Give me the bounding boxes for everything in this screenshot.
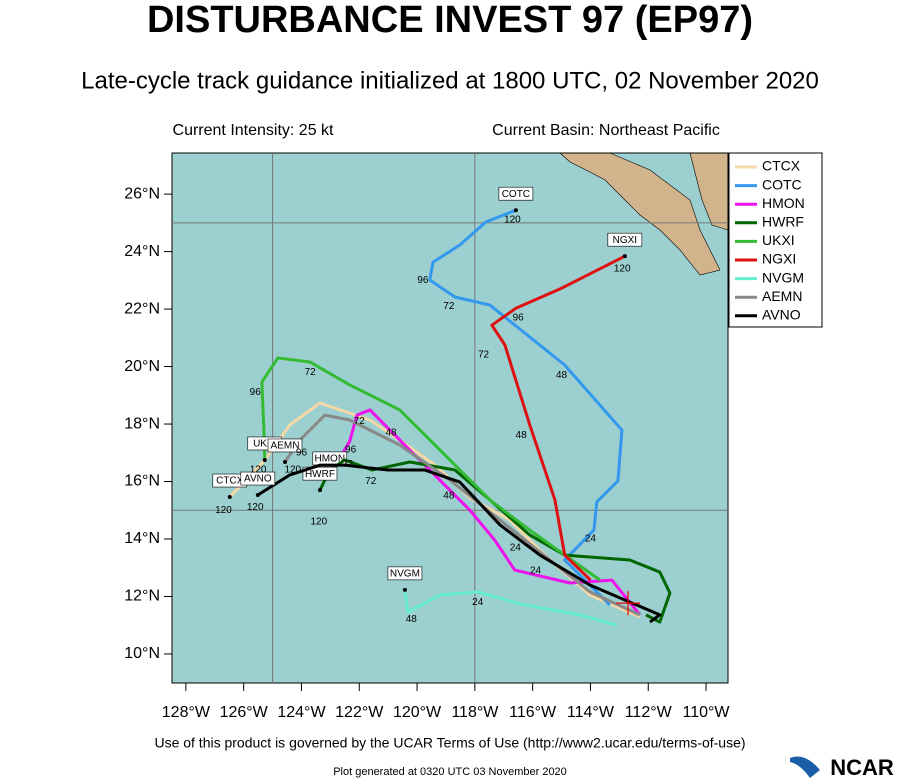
forecast-hour-label: 72 <box>478 350 490 361</box>
track-end-point <box>317 488 322 493</box>
track-label: COTC <box>502 189 530 200</box>
track-end-point <box>622 254 627 259</box>
track-line <box>403 589 618 627</box>
x-tick-label: 112°W <box>625 704 673 721</box>
track-label-box <box>302 466 338 481</box>
y-tick-label: 26°N <box>124 185 160 202</box>
legend-label: HWRF <box>762 214 804 230</box>
x-tick-label: 120°W <box>393 704 442 721</box>
forecast-hour-label: 120 <box>215 505 232 516</box>
logo-swoosh <box>790 756 820 778</box>
y-tick-label: 20°N <box>124 358 160 375</box>
x-tick-label: 118°W <box>451 704 499 721</box>
track-end-point <box>262 457 267 462</box>
x-tick-label: 114°W <box>567 704 615 721</box>
forecast-hour-label: 24 <box>530 565 542 576</box>
subtitle: Late-cycle track guidance initialized at… <box>81 67 819 94</box>
track-label: HWRF <box>305 469 335 480</box>
y-tick-label: 18°N <box>124 415 160 432</box>
forecast-hour-label: 72 <box>342 459 354 470</box>
track-label: AVNO <box>244 474 272 485</box>
forecast-hour-label: 120 <box>504 215 521 226</box>
y-tick-label: 22°N <box>124 300 160 317</box>
current-basin: Current Basin: Northeast Pacific <box>492 122 720 139</box>
forecast-hour-label: 24 <box>472 597 484 608</box>
track-end-point <box>255 493 260 498</box>
track-line <box>257 463 662 624</box>
forecast-hour-label: 48 <box>385 427 397 438</box>
track-label: NGXI <box>613 235 637 246</box>
forecast-hour-label: 48 <box>516 430 528 441</box>
legend-label: AEMN <box>762 288 802 304</box>
x-tick-label: 124°W <box>277 704 326 721</box>
track-line <box>283 413 641 617</box>
track-label: AEMN <box>271 441 300 452</box>
x-tick-label: 116°W <box>509 704 557 721</box>
track-label: NVGM <box>390 569 420 580</box>
plot-area: CTCXCOTCHMONHWRFUKXINGXINVGMAEMNAVNO1209… <box>172 153 728 683</box>
forecast-hour-label: 120 <box>310 516 327 527</box>
forecast-hour-label: 48 <box>556 370 568 381</box>
track-line <box>318 458 672 624</box>
baja-california <box>559 152 721 276</box>
y-tick-label: 16°N <box>124 473 160 490</box>
track-label: HMON <box>315 454 346 465</box>
track-end-point <box>513 208 518 213</box>
y-tick-label: 10°N <box>124 645 160 662</box>
y-tick-label: 24°N <box>124 243 160 260</box>
legend-label: NVGM <box>762 269 804 285</box>
track-label-box <box>387 566 423 581</box>
legend-label: NGXI <box>762 251 796 267</box>
generated-time: Plot generated at 0320 UTC 03 November 2… <box>333 766 567 778</box>
track-end-point <box>402 587 407 592</box>
track-label-box <box>498 186 534 201</box>
track-label: UKXI <box>253 439 276 450</box>
title: DISTURBANCE INVEST 97 (EP97) <box>147 0 753 41</box>
x-tick-label: 122°W <box>335 704 384 721</box>
forecast-hour-label: 72 <box>443 301 455 312</box>
x-tick-label: 110°W <box>683 704 731 721</box>
forecast-hour-label: 96 <box>345 445 357 456</box>
legend-label: CTCX <box>762 158 801 174</box>
forecast-hour-label: 96 <box>296 447 308 458</box>
x-tick-label: 128°W <box>162 704 211 721</box>
legend-label: AVNO <box>762 307 801 323</box>
track-end-point <box>227 495 232 500</box>
forecast-hour-label: 120 <box>247 502 264 513</box>
forecast-hour-label: 120 <box>250 465 267 476</box>
forecast-hour-label: 72 <box>365 476 377 487</box>
track-line <box>260 356 601 582</box>
forecast-hour-label: 72 <box>305 367 317 378</box>
legend-label: UKXI <box>762 232 795 248</box>
plot-frame <box>171 152 729 684</box>
forecast-hour-label: 120 <box>614 263 631 274</box>
legend-label: HMON <box>762 195 805 211</box>
track-label: CTCX <box>216 476 244 487</box>
track-line <box>428 208 624 607</box>
x-tick-label: 126°W <box>220 704 269 721</box>
forecast-hour-label: 120 <box>284 465 301 476</box>
legend-label: COTC <box>762 176 802 192</box>
forecast-hour-label: 24 <box>510 542 522 553</box>
track-end-point <box>282 459 287 464</box>
track-label-box <box>267 438 303 453</box>
track-line <box>490 254 626 582</box>
track-label-box <box>607 232 643 247</box>
forecast-hour-label: 48 <box>406 614 418 625</box>
forecast-hour-label: 72 <box>354 416 366 427</box>
forecast-hour-label: 96 <box>513 312 525 323</box>
forecast-hour-label: 24 <box>585 534 597 545</box>
forecast-hour-label: 96 <box>417 275 429 286</box>
track-label-box <box>240 471 276 486</box>
y-tick-label: 14°N <box>124 530 160 547</box>
forecast-hour-label: 48 <box>443 491 455 502</box>
terms-of-use: Use of this product is governed by the U… <box>154 735 745 751</box>
y-tick-label: 12°N <box>124 588 160 605</box>
current-intensity: Current Intensity: 25 kt <box>173 122 335 139</box>
ncar-logo: NCAR <box>830 755 894 780</box>
forecast-hour-label: 96 <box>250 387 262 398</box>
ocean <box>172 153 728 683</box>
